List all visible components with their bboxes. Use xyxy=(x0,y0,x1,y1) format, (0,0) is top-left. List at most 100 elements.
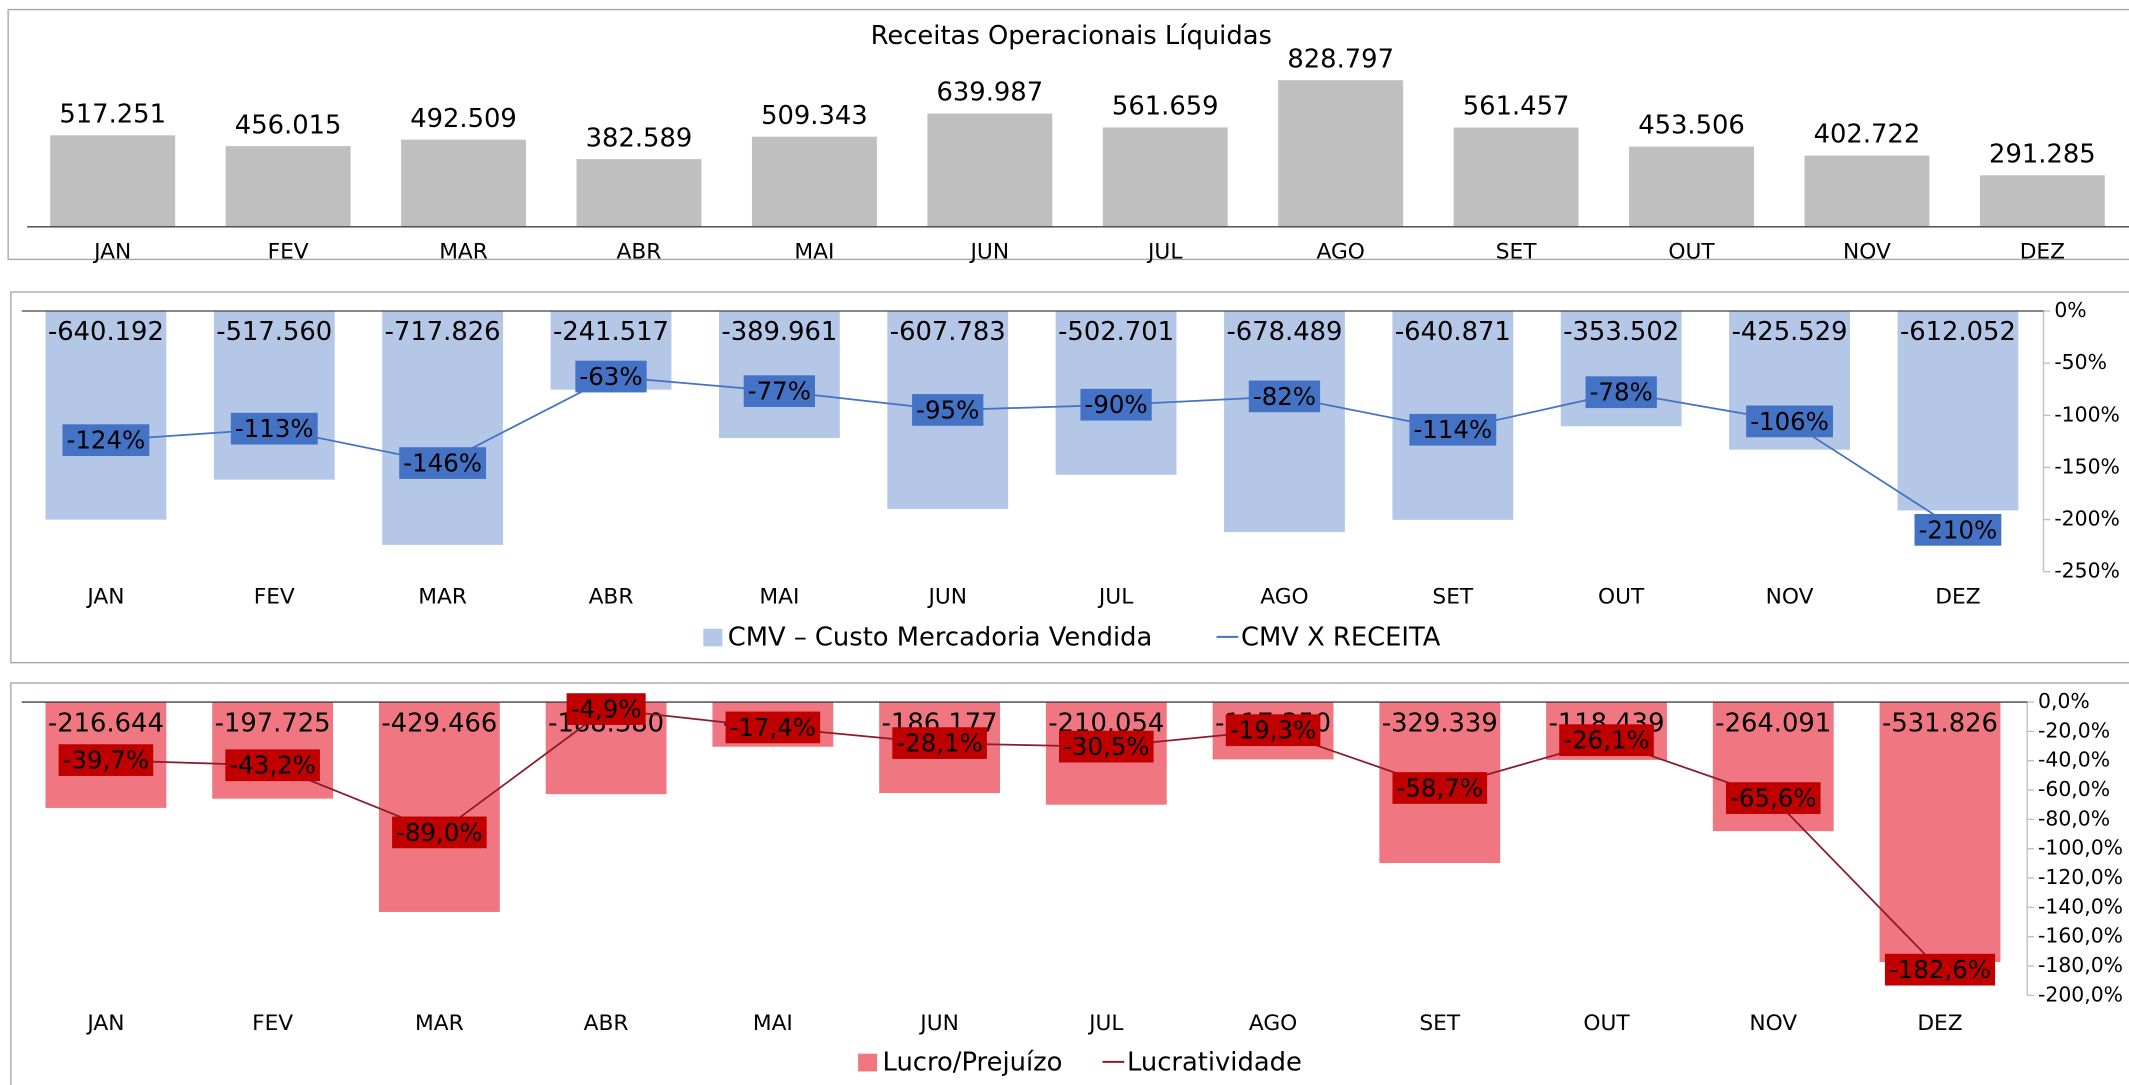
data-label: 453.506 xyxy=(1638,111,1745,141)
chart-frame xyxy=(7,8,2129,261)
x-tick-label: MAI xyxy=(759,584,799,609)
data-label-box xyxy=(1409,413,1497,446)
data-label: -197.725 xyxy=(215,708,331,738)
data-label-box xyxy=(575,360,647,393)
data-label: -612.052 xyxy=(1900,317,2016,347)
x-tick-label: MAR xyxy=(418,584,467,609)
bar xyxy=(1979,175,2105,227)
bar xyxy=(382,310,504,545)
x-tick-label: MAI xyxy=(753,1011,793,1036)
data-label: -58,7% xyxy=(1397,773,1483,802)
legend-label: Lucratividade xyxy=(1127,1048,1302,1078)
data-label: -90% xyxy=(1085,390,1148,419)
data-label: -210% xyxy=(1919,515,1998,544)
data-label: -28,1% xyxy=(896,729,982,758)
x-tick-label: NOV xyxy=(1843,240,1891,265)
data-label-box xyxy=(1225,714,1321,747)
data-label: -78% xyxy=(1590,378,1653,407)
data-label: 561.457 xyxy=(1463,92,1570,122)
y2-tick-label: -100% xyxy=(2054,402,2120,426)
y2-tick-label: -140,0% xyxy=(2038,894,2123,918)
x-tick-label: AGO xyxy=(1249,1011,1297,1036)
data-label: -241.517 xyxy=(553,317,669,347)
data-label: 509.343 xyxy=(761,101,868,131)
x-tick-label: DEZ xyxy=(1935,584,1980,609)
data-label: -19,3% xyxy=(1230,716,1316,745)
legend-label: CMV – Custo Mercadoria Vendida xyxy=(728,623,1153,653)
data-label: 402.722 xyxy=(1814,120,1921,150)
bar xyxy=(45,310,167,520)
x-tick-label: OUT xyxy=(1668,240,1715,265)
x-tick-label: JUL xyxy=(1097,584,1133,609)
data-label: -216.644 xyxy=(48,708,164,738)
data-label-box xyxy=(743,375,816,408)
data-label: -43,2% xyxy=(229,751,315,780)
x-tick-label: FEV xyxy=(254,584,295,609)
y2-tick-label: -160,0% xyxy=(2038,924,2123,948)
x-tick-label: JUN xyxy=(969,240,1010,265)
data-label-box xyxy=(58,744,154,776)
data-label-box xyxy=(1392,772,1488,804)
legend-label: Lucro/Prejuízo xyxy=(883,1048,1063,1078)
data-label: 492.509 xyxy=(410,104,517,134)
y2-tick-label: -20,0% xyxy=(2038,718,2110,742)
bar xyxy=(50,135,176,227)
data-label: -26,1% xyxy=(1563,726,1649,755)
data-label-box xyxy=(399,447,487,479)
data-label: -114% xyxy=(1413,415,1492,444)
data-label: 456.015 xyxy=(235,110,342,140)
data-label: 517.251 xyxy=(59,99,166,129)
data-label: -124% xyxy=(67,426,146,455)
bar xyxy=(401,139,527,227)
data-label: -113% xyxy=(235,414,314,443)
data-label: -264.091 xyxy=(1715,708,1831,738)
bar xyxy=(927,113,1053,227)
data-label-box xyxy=(1746,405,1833,438)
bar xyxy=(1897,310,2019,511)
y2-tick-label: -180,0% xyxy=(2038,953,2123,977)
data-label: -182,6% xyxy=(1889,955,1991,984)
data-label: -717.826 xyxy=(385,317,501,347)
data-label: -429.466 xyxy=(381,708,497,738)
y2-tick-label: -50% xyxy=(2054,350,2107,374)
data-label: -640.192 xyxy=(48,317,164,347)
x-tick-label: NOV xyxy=(1766,584,1814,609)
data-label: -146% xyxy=(403,449,482,478)
bar xyxy=(1102,127,1228,227)
x-tick-label: MAR xyxy=(415,1011,464,1036)
data-label-box xyxy=(1725,782,1821,814)
x-tick-label: JUL xyxy=(1146,240,1182,265)
data-label-box xyxy=(1884,953,1996,986)
data-label-box xyxy=(912,394,984,426)
data-label: -425.529 xyxy=(1732,317,1848,347)
data-label-box xyxy=(1585,376,1657,409)
data-label: 291.285 xyxy=(1989,139,2096,169)
data-label-box xyxy=(1914,513,2002,546)
x-tick-label: FEV xyxy=(268,240,309,265)
data-label: -89,0% xyxy=(396,818,482,847)
bar xyxy=(1278,80,1404,227)
data-label: 828.797 xyxy=(1287,44,1394,74)
data-label-box xyxy=(62,424,150,457)
y2-tick-label: -60,0% xyxy=(2038,777,2110,801)
legend-swatch xyxy=(858,1053,878,1072)
x-tick-label: JAN xyxy=(92,240,131,265)
data-label: 561.659 xyxy=(1112,92,1219,122)
y2-tick-label: 0% xyxy=(2054,298,2086,322)
data-label: -63% xyxy=(579,362,642,391)
x-tick-label: SET xyxy=(1496,240,1538,265)
bar xyxy=(225,146,351,227)
data-label: -353.502 xyxy=(1563,317,1679,347)
data-label: -607.783 xyxy=(890,317,1006,347)
x-tick-label: FEV xyxy=(252,1011,293,1036)
x-tick-label: ABR xyxy=(589,584,634,609)
x-tick-label: SET xyxy=(1432,584,1474,609)
data-label-box xyxy=(1059,730,1154,763)
data-label: -39,7% xyxy=(63,746,149,775)
y2-tick-label: -120,0% xyxy=(2038,865,2123,889)
bar xyxy=(751,136,877,227)
data-label: -678.489 xyxy=(1226,317,1342,347)
x-tick-label: JAN xyxy=(85,584,124,609)
